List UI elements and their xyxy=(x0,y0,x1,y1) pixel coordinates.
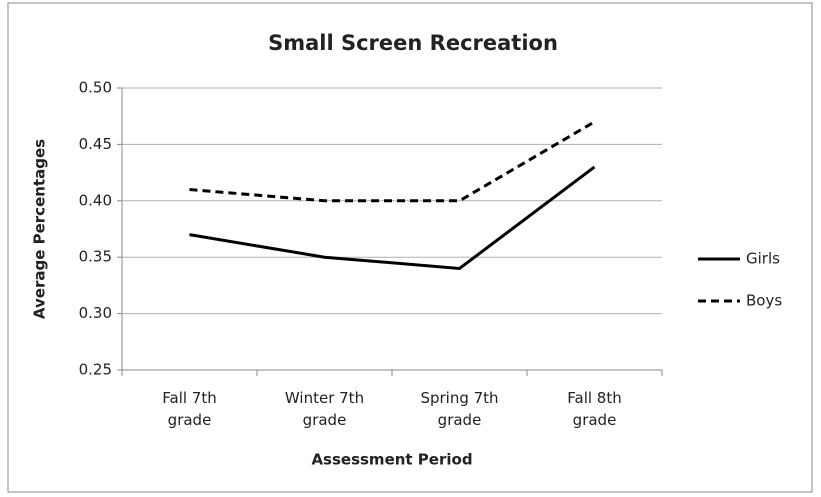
y-tick-label: 0.40 xyxy=(79,191,112,209)
x-tick-label: Fall 8th grade xyxy=(567,389,621,429)
x-tick-label-line: Fall 7th xyxy=(162,389,216,407)
chart-title: Small Screen Recreation xyxy=(268,31,558,55)
chart-border xyxy=(7,2,813,493)
x-tick-label-line: grade xyxy=(168,411,212,429)
x-tick-label-line: Fall 8th xyxy=(567,389,621,407)
x-tick-label: Winter 7th grade xyxy=(285,389,364,429)
legend-label: Boys xyxy=(746,292,782,310)
legend-label: Girls xyxy=(746,250,780,268)
x-tick-label-line: grade xyxy=(573,411,617,429)
x-tick-label-line: grade xyxy=(303,411,347,429)
x-tick-label: Fall 7th grade xyxy=(162,389,216,429)
series-line xyxy=(189,165,596,271)
x-tick-label-line: grade xyxy=(438,411,482,429)
y-axis-label: Average Percentages xyxy=(31,139,49,319)
x-tick-label-line: Winter 7th xyxy=(285,389,364,407)
y-tick-label: 0.25 xyxy=(79,361,112,379)
x-tick-label: Spring 7th grade xyxy=(420,389,498,429)
y-tick-label: 0.50 xyxy=(79,79,112,97)
y-tick-label: 0.35 xyxy=(79,248,112,266)
x-axis-label: Assessment Period xyxy=(311,451,472,469)
y-tick-label: 0.30 xyxy=(79,304,112,322)
x-tick-label-line: Spring 7th xyxy=(420,389,498,407)
series-line xyxy=(189,120,596,203)
y-tick-label: 0.45 xyxy=(79,135,112,153)
